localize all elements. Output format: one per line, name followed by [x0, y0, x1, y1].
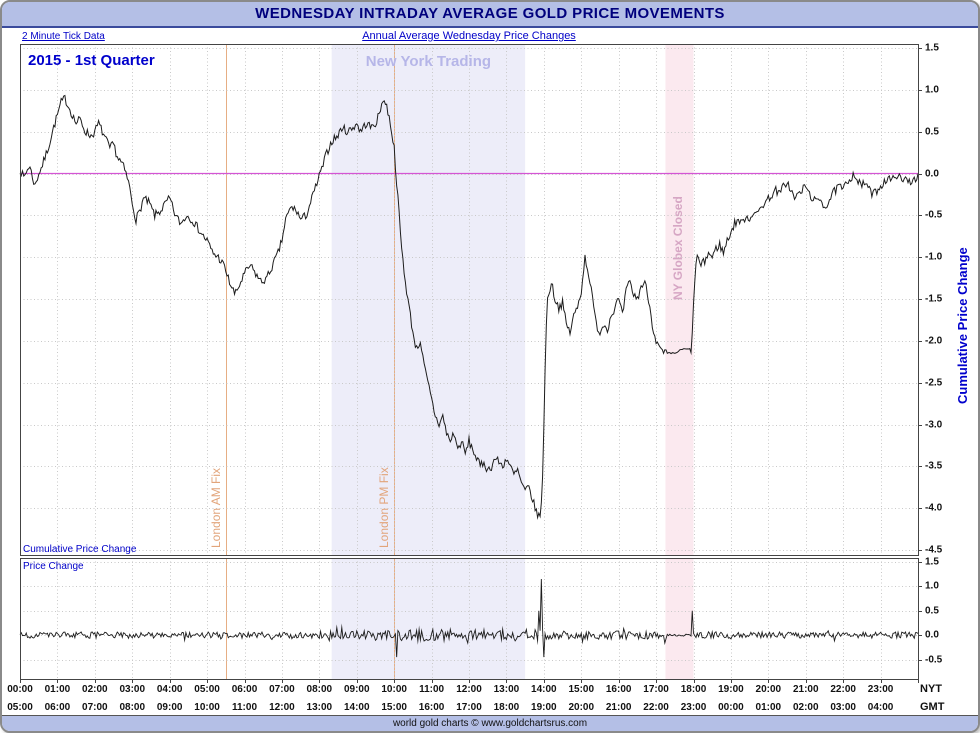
x-tick-label: 12:00 — [456, 684, 482, 695]
x-tick-label: 23:00 — [680, 702, 707, 713]
x-tick-label: 03:00 — [830, 702, 856, 713]
x-tick-label: 05:00 — [194, 684, 220, 695]
x-tick-label: 14:00 — [531, 684, 557, 695]
x-tick-label: 22:00 — [830, 684, 856, 695]
x-tick-label: 07:00 — [269, 684, 295, 695]
y-tick-label: -3.0 — [925, 419, 943, 430]
x-tick-label: 06:00 — [44, 702, 71, 713]
cumulative-axis-title: Cumulative Price Change — [955, 247, 970, 404]
price-change-panel-label: Price Change — [23, 561, 84, 572]
x-tick-label: 19:00 — [531, 702, 557, 713]
y-tick-label: 0.0 — [925, 629, 939, 641]
x-tick-label: 02:00 — [82, 684, 108, 695]
x-tick-label: 04:00 — [156, 684, 183, 695]
x-tick-label: 20:00 — [568, 702, 595, 713]
cumulative-panel-label: Cumulative Price Change — [23, 544, 137, 555]
x-tick-label: 23:00 — [867, 684, 894, 695]
ny-globex-closed-label: NY Globex Closed — [671, 196, 686, 300]
x-tick-label: 10:00 — [194, 702, 220, 713]
x-tick-label: 06:00 — [231, 684, 258, 695]
x-tick-label: 05:00 — [7, 702, 33, 713]
x-tick-label: 16:00 — [418, 702, 445, 713]
x-tick-label: 20:00 — [755, 684, 782, 695]
subtitle: Annual Average Wednesday Price Changes — [362, 30, 576, 42]
x-tick-label: 15:00 — [568, 684, 595, 695]
y-tick-label: 1.0 — [925, 580, 939, 592]
title-bar: WEDNESDAY INTRADAY AVERAGE GOLD PRICE MO… — [2, 2, 978, 28]
y-tick-label: -0.5 — [925, 209, 943, 221]
y-tick-label: -1.5 — [925, 293, 943, 305]
x-tick-label: 08:00 — [119, 702, 146, 713]
x-tick-label: 12:00 — [269, 702, 295, 713]
y-tick-label: 1.5 — [925, 556, 939, 568]
y-tick-label: -1.0 — [925, 251, 943, 263]
x-tick-label: 13:00 — [306, 702, 333, 713]
nyt-axis-name: NYT — [920, 683, 942, 695]
x-tick-label: 09:00 — [343, 684, 370, 695]
x-tick-label: 10:00 — [381, 684, 407, 695]
y-tick-label: -0.5 — [925, 654, 943, 665]
x-tick-label: 17:00 — [456, 702, 482, 713]
gmt-axis-name: GMT — [920, 701, 945, 713]
x-tick-label: 11:00 — [419, 684, 445, 695]
y-tick-label: -4.0 — [925, 502, 943, 514]
london-am-fix-label: London AM Fix — [208, 467, 223, 548]
x-tick-label: 13:00 — [493, 684, 520, 695]
y-tick-label: -2.0 — [925, 335, 943, 347]
x-tick-label: 01:00 — [44, 684, 71, 695]
y-tick-label: 1.0 — [925, 84, 939, 96]
page-title: WEDNESDAY INTRADAY AVERAGE GOLD PRICE MO… — [255, 5, 725, 22]
x-tick-label: 15:00 — [381, 702, 407, 713]
footer-text: world gold charts © www.goldchartsrus.co… — [392, 718, 588, 729]
x-tick-label: 16:00 — [605, 684, 632, 695]
tick-data-note: 2 Minute Tick Data — [22, 31, 105, 42]
x-tick-label: 22:00 — [643, 702, 669, 713]
quarter-label: 2015 - 1st Quarter — [28, 52, 155, 69]
y-tick-label: -3.5 — [925, 460, 943, 472]
new-york-trading-label: New York Trading — [365, 53, 492, 70]
y-tick-label: 0.5 — [925, 605, 939, 617]
x-tick-label: 03:00 — [119, 684, 146, 695]
x-tick-label: 21:00 — [792, 684, 819, 695]
x-tick-label: 11:00 — [231, 702, 258, 713]
y-tick-label: -4.5 — [925, 544, 943, 556]
footer-bar: world gold charts © www.goldchartsrus.co… — [2, 715, 978, 731]
y-tick-label: 0.0 — [925, 168, 939, 179]
x-tick-label: 00:00 — [7, 684, 33, 695]
x-tick-label: 00:00 — [718, 702, 744, 713]
y-tick-label: -2.5 — [925, 377, 943, 389]
y-tick-label: 0.5 — [925, 126, 939, 138]
x-tick-label: 04:00 — [867, 702, 894, 713]
x-tick-label: 02:00 — [792, 702, 819, 713]
london-pm-fix-label: London PM Fix — [377, 467, 392, 548]
x-tick-label: 14:00 — [343, 702, 370, 713]
x-tick-label: 08:00 — [306, 684, 333, 695]
x-tick-label: 18:00 — [493, 702, 520, 713]
x-tick-label: 19:00 — [718, 684, 744, 695]
x-tick-label: 09:00 — [156, 702, 183, 713]
x-tick-label: 18:00 — [680, 684, 707, 695]
x-tick-label: 07:00 — [82, 702, 108, 713]
x-tick-label: 01:00 — [755, 702, 782, 713]
y-tick-label: 1.5 — [925, 42, 939, 54]
x-tick-label: 21:00 — [605, 702, 632, 713]
x-tick-label: 17:00 — [643, 684, 669, 695]
